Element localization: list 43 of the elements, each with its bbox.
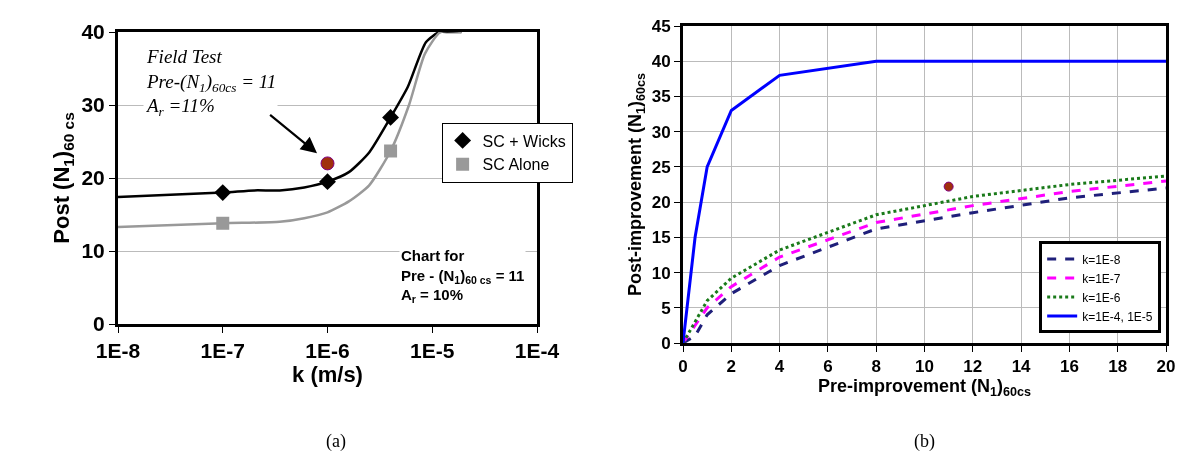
x-tick-label: 1E-5 bbox=[410, 339, 455, 363]
x-tick-label: 18 bbox=[1108, 357, 1128, 377]
x-tick-label: 16 bbox=[1059, 357, 1079, 377]
legend-label: k=1E-4, 1E-5 bbox=[1082, 309, 1153, 324]
x-tick-label: 14 bbox=[1011, 357, 1032, 377]
x-tick-label: 1E-7 bbox=[200, 339, 245, 363]
y-tick-label: 30 bbox=[81, 93, 105, 117]
x-tick-label: 20 bbox=[1156, 357, 1176, 377]
x-tick-label: 0 bbox=[678, 357, 688, 377]
y-tick-label: 25 bbox=[651, 157, 671, 177]
legend-label: k=1E-8 bbox=[1082, 252, 1121, 267]
x-tick-label: 4 bbox=[774, 357, 785, 377]
y-tick-label: 0 bbox=[93, 312, 105, 336]
y-tick-label: 45 bbox=[651, 16, 671, 36]
text: (b) bbox=[914, 431, 935, 452]
legend-label: SC Alone bbox=[482, 156, 550, 174]
y-tick-label: 15 bbox=[651, 228, 671, 248]
x-tick-label: 6 bbox=[823, 357, 833, 377]
y-tick-label: 10 bbox=[651, 263, 671, 283]
line-series bbox=[683, 59, 1166, 343]
x-tick-label: 8 bbox=[871, 357, 881, 377]
y-tick-label: 35 bbox=[651, 87, 671, 107]
x-tick-label: 10 bbox=[915, 357, 934, 377]
legend-label: k=1E-7 bbox=[1082, 271, 1121, 286]
x-tick-label: 1E-8 bbox=[95, 339, 141, 363]
text: Chart for Pre - (N$_{1}$)$_{60 cs}$ = 11 A$_{r}$ = 10% bbox=[401, 247, 525, 306]
y-tick-label: 40 bbox=[81, 20, 105, 44]
legend-label: SC + Wicks bbox=[482, 132, 566, 150]
x-tick-label: 2 bbox=[726, 357, 737, 377]
y-tick-label: 20 bbox=[651, 193, 671, 213]
x-tick-label: 12 bbox=[963, 357, 983, 377]
y-tick-label: 5 bbox=[661, 298, 671, 318]
x-tick-label: 1E-4 bbox=[514, 339, 560, 363]
y-tick-label: 40 bbox=[651, 52, 671, 72]
x-tick-label: 1E-6 bbox=[305, 339, 350, 363]
y-tick-label: 30 bbox=[651, 122, 671, 142]
y-tick-label: 10 bbox=[81, 239, 105, 263]
text: Field Test Pre-(N$_{1}$)$_{60cs}$ = 11 A$_{r}$ =11% bbox=[147, 46, 277, 120]
x-axis-title: k (m/s) bbox=[292, 362, 363, 388]
y-tick-label: 20 bbox=[81, 166, 105, 190]
x-axis-title: Pre-improvement (N$_{1}$)$_{60cs}$ bbox=[817, 376, 1032, 400]
legend-label: k=1E-6 bbox=[1082, 290, 1121, 305]
text: (a) bbox=[326, 431, 346, 452]
